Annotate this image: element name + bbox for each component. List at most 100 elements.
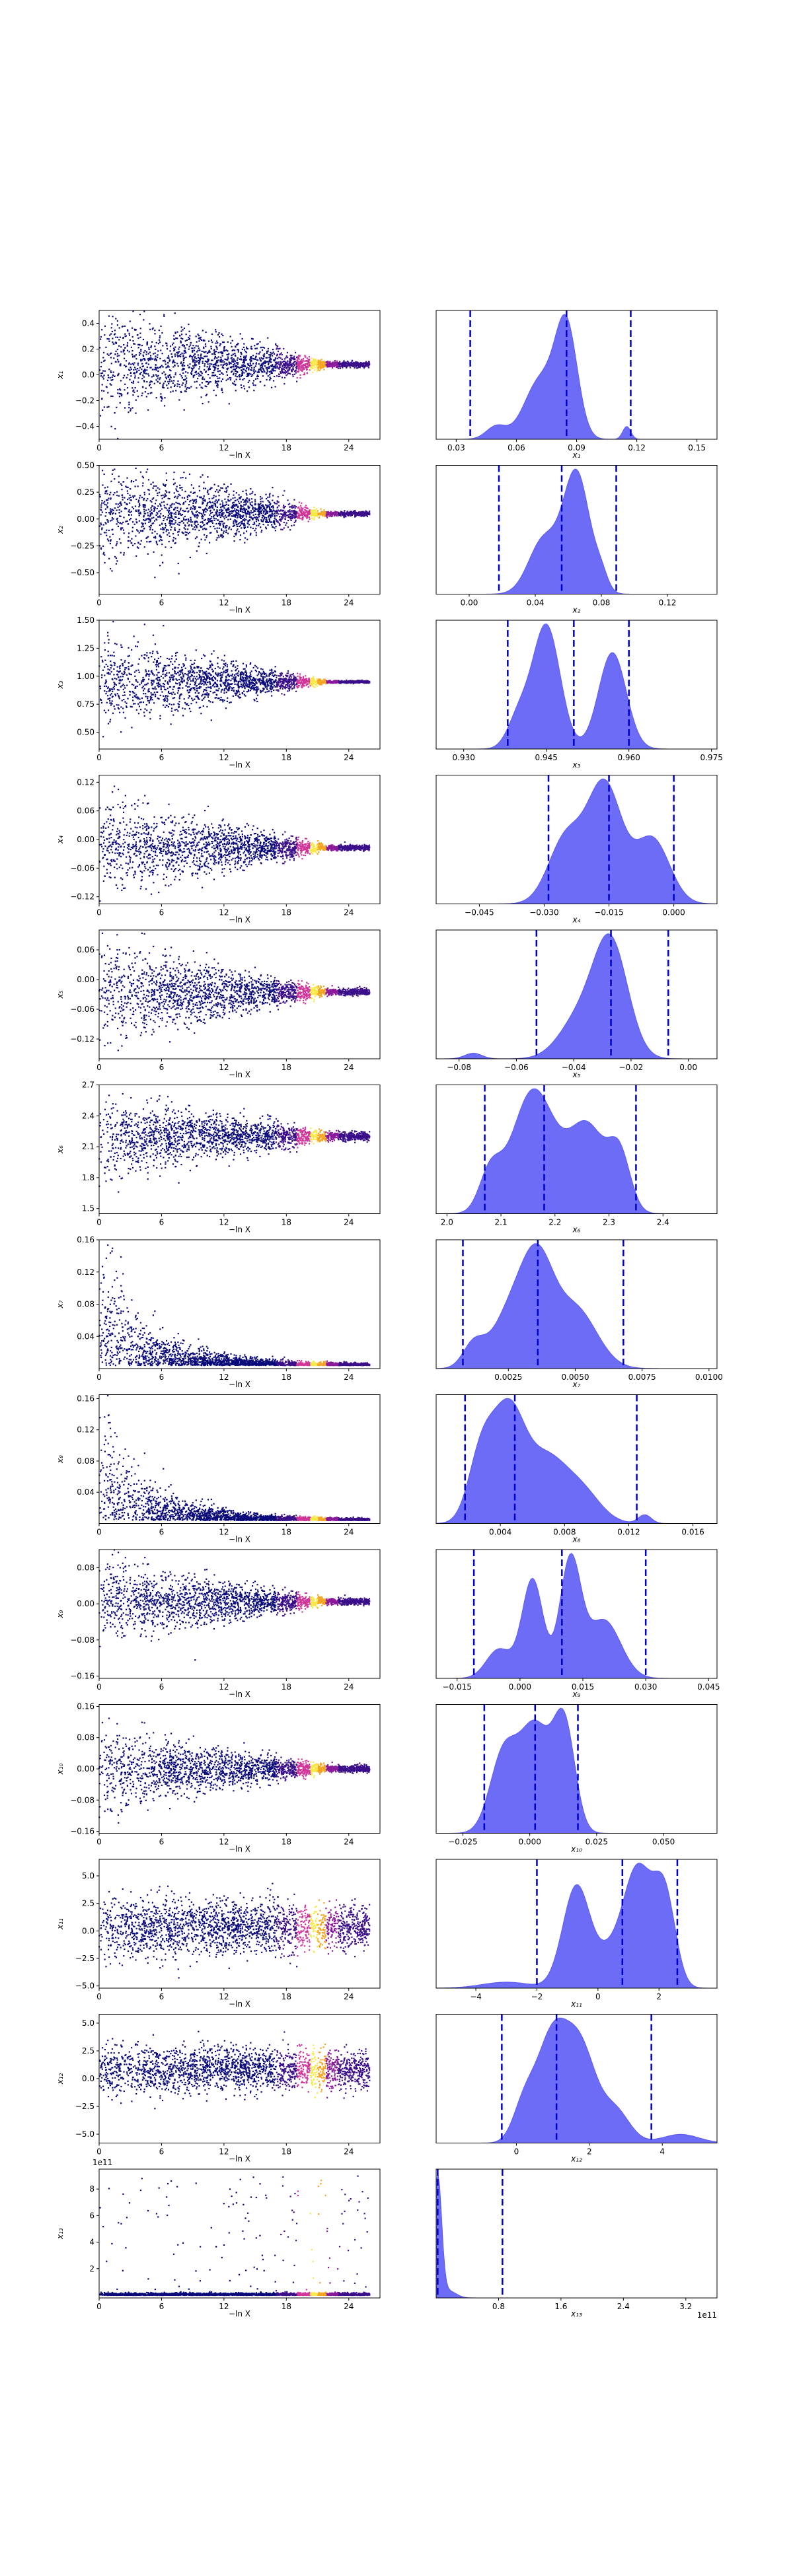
trace-point [309,518,311,520]
trace-point [276,347,278,349]
trace-point [240,685,242,688]
trace-point [145,396,147,398]
trace-point [111,376,113,378]
trace-point [225,515,227,517]
trace-point [242,515,244,517]
trace-point [271,513,274,515]
trace-point [153,382,155,384]
trace-point [334,365,336,367]
trace-point [111,517,113,519]
trace-point [233,540,235,542]
trace-point [151,517,153,519]
trace-point [129,369,131,371]
trace-point [225,526,227,528]
trace-point [126,376,128,378]
trace-point [254,378,257,380]
trace-point [118,481,120,483]
trace-point [132,355,134,357]
trace-point [163,501,165,503]
trace-point [102,553,104,555]
trace-point [216,357,218,359]
trace-point [325,513,328,515]
trace-point [228,493,230,495]
trace-point [126,329,129,331]
trace-point [132,310,134,312]
trace-ylabel: x₂ [56,526,65,534]
trace-point [285,680,287,682]
trace-point [300,365,302,367]
trace-point [135,498,137,501]
trace-point [137,362,139,365]
trace-point [241,374,243,376]
trace-point [344,365,346,367]
trace-point [321,366,322,368]
trace-point [194,538,197,540]
trace-point [289,362,291,364]
trace-point [214,353,216,355]
trace-point [258,371,260,373]
trace-point [294,505,296,507]
trace-point [272,365,274,368]
trace-point [263,369,265,371]
trace-point [200,507,202,509]
trace-point [176,338,178,340]
trace-point [137,696,139,698]
trace-point [163,518,165,520]
trace-point [311,677,313,680]
trace-point [231,366,233,368]
trace-point [305,365,307,367]
trace-point [122,337,124,340]
trace-point [205,507,207,509]
trace-point [334,364,336,367]
trace-point [213,366,215,368]
trace-point [200,521,202,523]
trace-point [283,363,285,365]
trace-point [245,359,247,361]
trace-point [355,361,357,363]
trace-point [141,476,143,478]
trace-point [298,358,300,360]
trace-point [215,522,217,525]
trace-point [274,503,276,505]
trace-point [221,353,223,355]
trace-point [121,488,123,491]
trace-point [165,363,167,365]
trace-point [121,484,123,487]
trace-point [239,333,241,335]
trace-point [240,384,242,386]
trace-point [287,503,289,505]
trace-point [194,356,196,358]
trace-point [266,517,268,519]
trace-point [188,355,191,358]
trace-point [182,532,184,534]
trace-point [268,371,270,373]
trace-point [228,515,230,517]
trace-point [295,519,297,521]
trace-point [277,521,279,524]
trace-point [227,509,229,511]
trace-point [169,519,171,521]
trace-point [293,510,295,512]
trace-point [344,513,346,515]
trace-point [149,515,151,517]
trace-point [229,526,231,528]
trace-point [179,484,181,486]
trace-point [260,367,262,369]
trace-point [206,385,208,388]
trace-point [206,509,208,511]
trace-point [244,365,246,367]
trace-point [227,378,229,380]
trace-point [170,506,172,508]
trace-xtick-label: 0 [96,598,102,608]
trace-point [198,698,200,700]
trace-point [250,365,252,367]
trace-point [174,528,176,531]
trace-point [244,542,246,544]
trace-point [255,532,257,534]
trace-point [241,686,243,689]
trace-point [313,361,315,363]
trace-point [351,513,353,515]
trace-point [159,536,161,538]
trace-point [274,510,276,512]
trace-point [166,345,168,347]
